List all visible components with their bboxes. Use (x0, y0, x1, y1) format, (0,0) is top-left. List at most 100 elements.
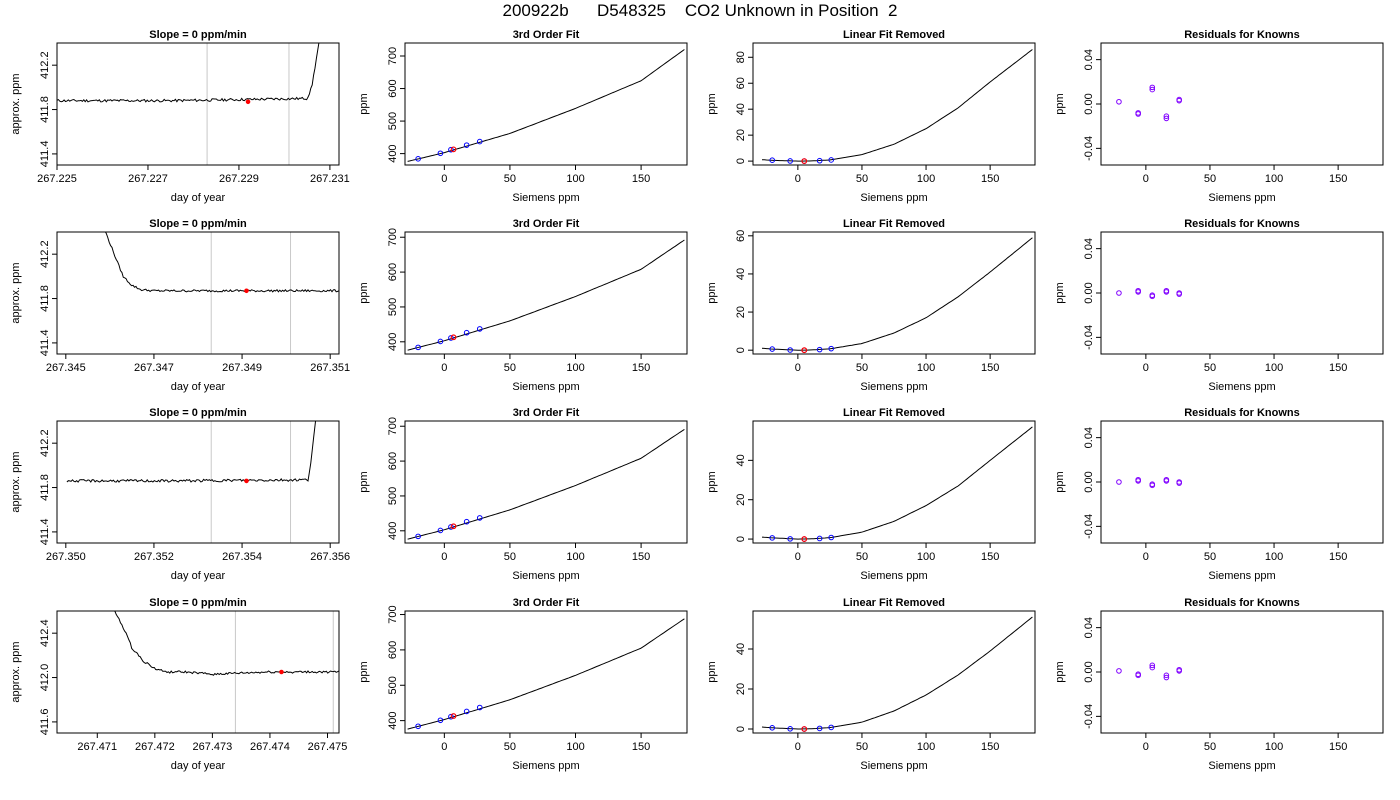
x-tick-label: 150 (1329, 741, 1347, 753)
known-point (476, 326, 483, 332)
known-point (787, 347, 793, 353)
known-point (787, 536, 793, 542)
residual-point (1116, 290, 1122, 296)
x-tick-label: 50 (1204, 173, 1216, 185)
y-tick-label: 400 (387, 522, 399, 540)
y-tick-label: 0.00 (1083, 471, 1095, 492)
y-tick-label: 40 (735, 103, 747, 115)
y-tick-label: 412.4 (39, 619, 51, 647)
panel-r1c3: Linear Fit Removed 0 50 100 150 Siemens ppm 0 2… (706, 29, 1036, 204)
x-tick-label: 50 (1204, 741, 1216, 753)
panel-title: Slope = 0 ppm/min (149, 407, 247, 419)
x-tick-label: 0 (795, 173, 801, 185)
panel-r2c4: Residuals for Knowns 0 50 100 150 Siemens ppm… (1054, 218, 1384, 393)
x-tick-label: 267.356 (310, 551, 350, 563)
plot-area (761, 49, 1033, 165)
x-tick-label: 267.227 (128, 173, 168, 185)
x-tick-label: 50 (504, 173, 516, 185)
plot-frame (1100, 231, 1384, 355)
x-axis-label: Siemens ppm (1208, 760, 1275, 772)
known-point (769, 157, 776, 163)
y-tick-label: -0.04 (1083, 514, 1095, 539)
x-tick-label: 0 (441, 741, 447, 753)
residual-point (1135, 672, 1141, 679)
y-tick-label: 0.04 (1083, 617, 1095, 638)
x-axis-label: Siemens ppm (1208, 192, 1275, 204)
panel-title: 3rd Order Fit (513, 597, 580, 609)
y-axis-label: ppm (1054, 282, 1066, 303)
residual-point (1116, 668, 1122, 674)
x-tick-label: 50 (504, 362, 516, 374)
residual-point (1149, 293, 1156, 300)
marker-point (244, 478, 249, 484)
y-axis-label: ppm (1054, 661, 1066, 682)
series-line (761, 237, 1033, 351)
y-tick-label: 40 (735, 268, 747, 280)
residual-point (1163, 674, 1170, 681)
known-point (437, 527, 444, 534)
x-tick-label: 50 (856, 741, 868, 753)
y-tick-label: 700 (387, 605, 399, 623)
x-tick-label: 267.347 (134, 362, 174, 374)
y-tick-label: 20 (735, 129, 747, 141)
x-tick-label: 150 (981, 551, 999, 563)
known-point (463, 708, 470, 715)
y-tick-label: 0 (735, 536, 747, 542)
residual-point (1135, 111, 1141, 117)
plot-area (407, 428, 685, 540)
residual-point (1135, 287, 1141, 294)
x-tick-label: 0 (1143, 362, 1149, 374)
plot-area (407, 49, 685, 162)
known-point (415, 723, 421, 730)
x-tick-label: 0 (795, 551, 801, 563)
y-tick-label: 0.00 (1083, 282, 1095, 303)
y-tick-label: 400 (387, 333, 399, 351)
y-axis-label: approx. ppm (10, 451, 22, 512)
panel-r4c1: Slope = 0 ppm/min 267.471 267.472 267.473 26… (10, 597, 347, 772)
unknown-point (450, 713, 457, 719)
y-tick-label: 0.00 (1083, 661, 1095, 682)
known-point (476, 515, 483, 521)
x-tick-label: 150 (632, 173, 650, 185)
known-point (415, 344, 421, 351)
x-tick-label: 0 (1143, 173, 1149, 185)
series-line (761, 49, 1033, 162)
plot-area (1116, 287, 1182, 300)
y-tick-label: 411.8 (39, 474, 51, 501)
y-tick-label: 412.0 (39, 664, 51, 692)
residual-point (1149, 664, 1156, 671)
residual-point (1135, 476, 1141, 483)
marker-point (245, 99, 251, 105)
x-tick-label: 100 (566, 741, 584, 753)
panel-title: Linear Fit Removed (843, 29, 945, 41)
known-point (816, 725, 823, 732)
known-point (828, 534, 834, 541)
plot-frame (56, 42, 340, 166)
panel-r1c4: Residuals for Knowns 0 50 100 150 Siemens ppm… (1054, 29, 1384, 204)
y-tick-label: 411.4 (39, 519, 51, 546)
panel-title: Residuals for Knowns (1184, 29, 1300, 41)
known-point (437, 338, 444, 345)
y-tick-label: 400 (387, 711, 399, 729)
x-tick-label: 267.225 (37, 173, 77, 185)
y-tick-label: 60 (735, 77, 747, 89)
y-tick-label: 0.04 (1083, 427, 1095, 448)
x-tick-label: 100 (917, 173, 935, 185)
x-tick-label: 50 (1204, 362, 1216, 374)
known-point (787, 726, 793, 732)
x-axis-label: Siemens ppm (860, 192, 927, 204)
marker-point (279, 669, 284, 675)
y-tick-label: 20 (735, 683, 747, 695)
y-tick-label: 411.6 (39, 709, 51, 736)
x-axis-label: Siemens ppm (860, 570, 927, 582)
y-tick-label: -0.04 (1083, 136, 1095, 161)
x-tick-label: 150 (981, 362, 999, 374)
known-point (463, 518, 470, 525)
plot-area (1116, 662, 1182, 681)
known-point (448, 524, 454, 530)
panel-title: Linear Fit Removed (843, 218, 945, 230)
x-axis-label: day of year (171, 570, 226, 582)
y-axis-label: ppm (706, 282, 718, 303)
x-tick-label: 100 (1265, 551, 1283, 563)
x-tick-label: 267.352 (134, 551, 174, 563)
